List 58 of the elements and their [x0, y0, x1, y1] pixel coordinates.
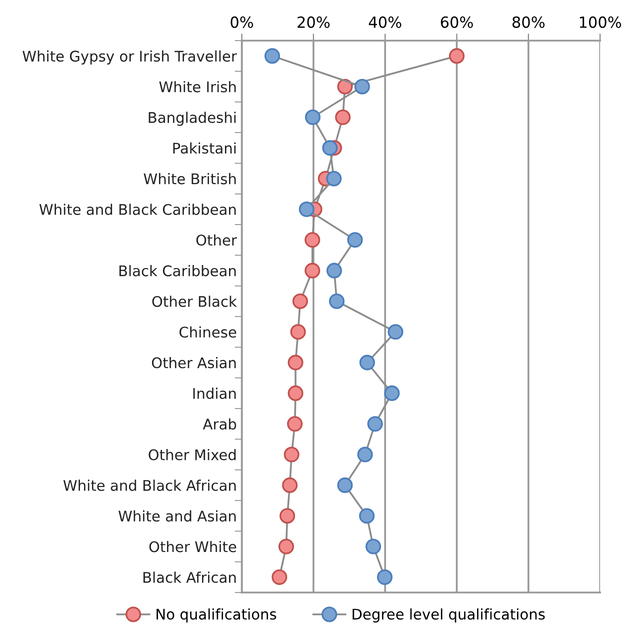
point	[359, 508, 375, 524]
y-tick-label: White Gypsy or Irish Traveller	[22, 50, 237, 65]
x-tick-label: 20%	[298, 16, 330, 28]
point	[264, 48, 280, 64]
point	[376, 569, 393, 585]
point	[448, 48, 465, 64]
x-tick-label: 0%	[230, 16, 254, 28]
y-tick-label: Other Black	[152, 296, 237, 307]
point	[304, 109, 321, 126]
x-tick-label: 100%	[580, 16, 622, 28]
y-tick-label: White and Asian	[118, 510, 236, 522]
y-tick-label: White and Black Caribbean	[39, 204, 236, 215]
point	[290, 324, 306, 340]
x-tick-label: 80%	[512, 16, 545, 28]
y-tick-label: Other Asian	[152, 357, 236, 368]
point	[384, 385, 400, 401]
x-tick-label: 60%	[440, 16, 473, 28]
point	[282, 477, 298, 493]
point	[357, 446, 373, 462]
y-tick-label: Indian	[193, 388, 236, 399]
y-tick-label: Other	[196, 234, 237, 246]
point	[388, 324, 404, 340]
point	[288, 385, 304, 401]
point	[335, 109, 351, 126]
point	[322, 140, 338, 156]
y-tick-label: Chinese	[180, 326, 236, 338]
legend-label: No qualifications	[156, 608, 276, 622]
x-tick-label: 40%	[368, 16, 402, 28]
point	[304, 232, 320, 248]
point	[337, 477, 353, 493]
point	[347, 232, 363, 248]
point	[328, 293, 345, 310]
y-tick-label: White and Black African	[63, 480, 236, 491]
point	[298, 201, 314, 218]
point	[326, 170, 342, 186]
y-tick-label: White British	[144, 173, 236, 184]
y-tick-label: White Irish	[159, 81, 236, 92]
point	[284, 446, 300, 462]
point	[367, 416, 383, 432]
point	[366, 538, 382, 554]
y-tick-label: Other White	[149, 540, 236, 552]
point	[326, 262, 342, 278]
point	[278, 538, 294, 554]
point	[359, 354, 375, 370]
y-tick-label: Arab	[202, 418, 236, 430]
legend-label: Degree level qualifications	[352, 608, 545, 622]
y-tick-label: Pakistani	[173, 142, 236, 154]
point	[304, 262, 320, 278]
point	[288, 354, 304, 370]
y-tick-label: Bangladeshi	[148, 112, 236, 126]
point	[354, 78, 370, 94]
y-tick-label: Black African	[143, 572, 236, 583]
point	[280, 508, 296, 524]
y-tick-label: Other Mixed	[148, 448, 236, 460]
point	[292, 293, 308, 310]
y-tick-label: Black Caribbean	[119, 265, 236, 276]
point	[287, 416, 303, 432]
point	[272, 569, 288, 585]
